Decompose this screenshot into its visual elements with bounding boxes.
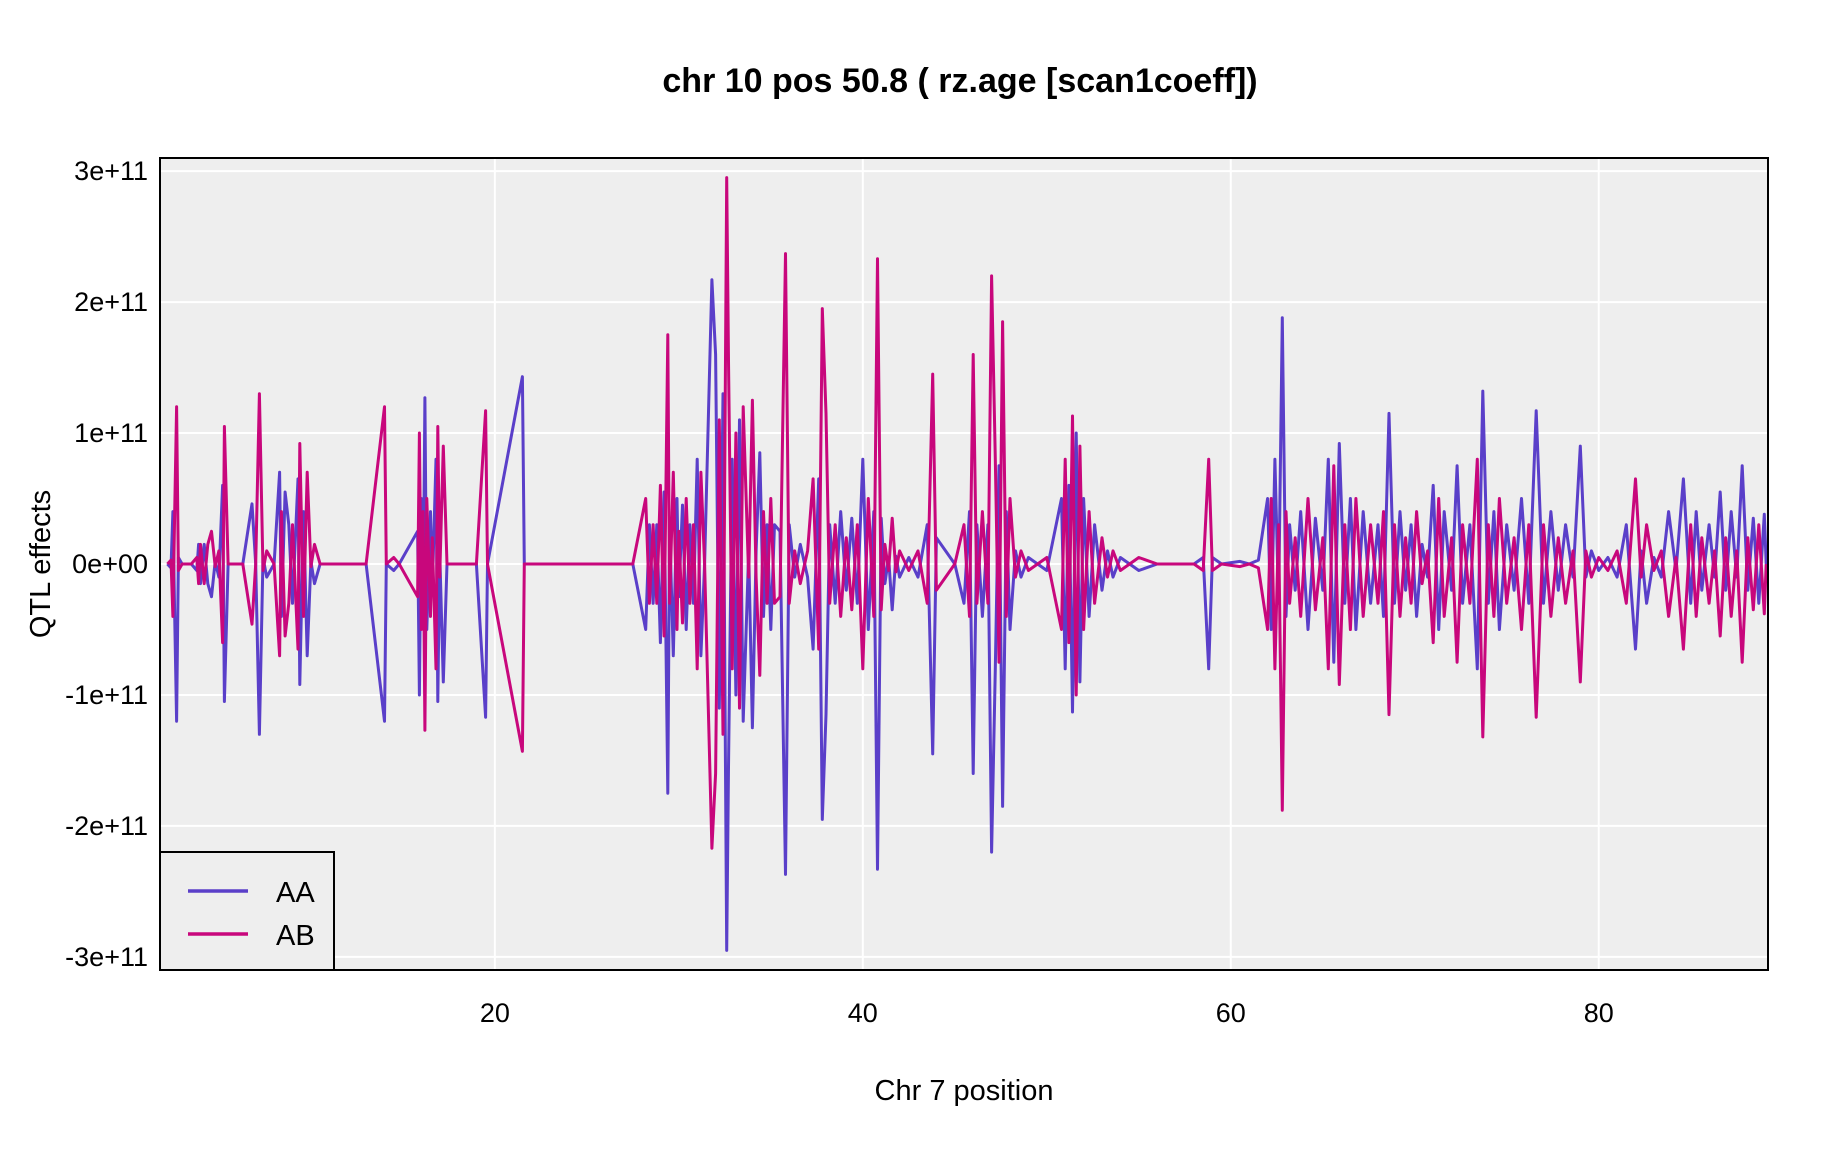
legend-box (159, 851, 335, 971)
series-lines (166, 176, 1768, 952)
legend-label-aa: AA (276, 877, 315, 909)
series-line-ab (166, 176, 1768, 850)
y-tick-label: 3e+11 (74, 156, 148, 186)
legend-label-ab: AB (276, 920, 315, 952)
y-tick-label: 2e+11 (74, 287, 148, 317)
y-tick-label: -2e+11 (65, 811, 148, 841)
y-tick-label: -1e+11 (65, 680, 148, 710)
chart-title: chr 10 pos 50.8 ( rz.age [scan1coeff]) (662, 62, 1257, 100)
x-axis-label: Chr 7 position (875, 1075, 1054, 1107)
x-tick-label: 80 (1584, 998, 1614, 1028)
y-tick-label: -3e+11 (65, 942, 148, 972)
y-tick-label: 0e+00 (72, 549, 148, 579)
legend: AA AB (159, 851, 335, 971)
plot-border (159, 157, 1769, 971)
x-tick-label: 40 (848, 998, 878, 1028)
x-tick-label: 60 (1216, 998, 1246, 1028)
x-axis-ticks: 20 40 60 80 (480, 998, 1614, 1028)
y-axis-ticks: -3e+11 -2e+11 -1e+11 0e+00 1e+11 2e+11 3e+11 (65, 156, 148, 972)
y-tick-label: 1e+11 (74, 418, 148, 448)
x-tick-label: 20 (480, 998, 510, 1028)
y-axis-label: QTL effects (25, 490, 57, 638)
